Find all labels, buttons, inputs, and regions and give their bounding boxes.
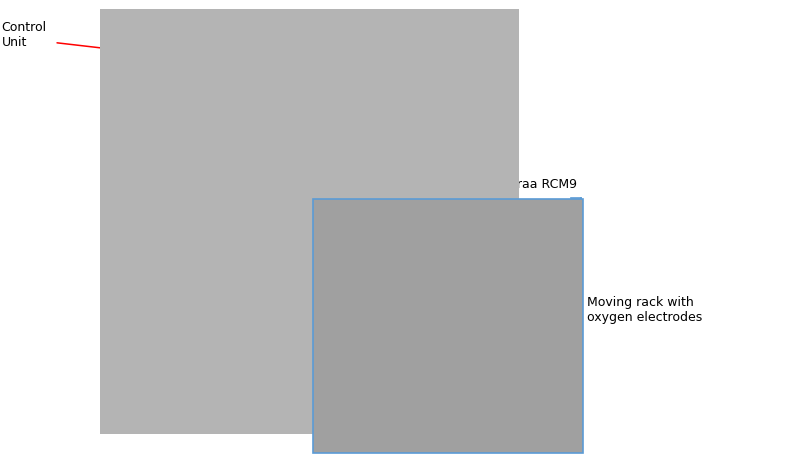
Text: Aanderaa RCM9: Aanderaa RCM9 [477, 178, 577, 191]
Text: Battery: Battery [477, 216, 523, 229]
Text: Moving rack with
oxygen electrodes: Moving rack with oxygen electrodes [587, 296, 702, 323]
Text: Control
Unit: Control Unit [2, 21, 47, 49]
Text: Resistivity electrode: Resistivity electrode [154, 387, 281, 400]
